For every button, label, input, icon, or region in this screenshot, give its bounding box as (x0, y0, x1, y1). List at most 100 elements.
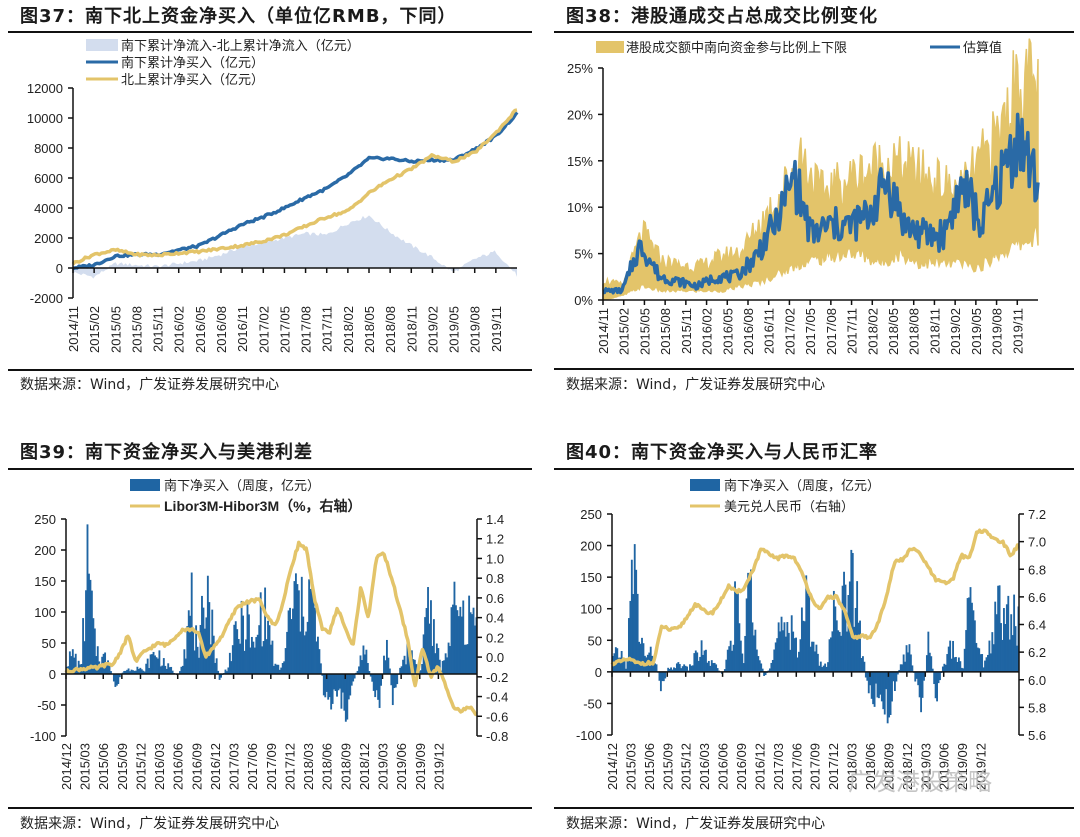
bar (699, 656, 702, 672)
legend-label: 港股成交额中南向资金参与比例上下限 (626, 40, 847, 56)
bar (249, 647, 252, 674)
bar (923, 671, 925, 681)
y-tick-label: -50 (37, 698, 56, 713)
bar (893, 671, 896, 692)
y2-tick-label: 7.2 (1028, 507, 1046, 522)
y-tick-label: 150 (580, 570, 602, 585)
bar (259, 592, 262, 674)
x-tick-label: 2019/12 (431, 743, 446, 790)
bar (802, 620, 805, 672)
x-tick-label: 2018/11 (404, 306, 419, 352)
x-tick-label: 2016/08 (741, 308, 756, 355)
source-divider (8, 807, 532, 809)
bar (471, 614, 473, 674)
legend-label: Libor3M-Hibor3M（%，右轴） (164, 498, 362, 514)
x-tick-label: 2016/02 (700, 308, 715, 355)
bar (761, 668, 764, 672)
bar (1013, 594, 1016, 672)
y2-tick-label: 0.4 (486, 611, 504, 626)
bar (408, 656, 410, 674)
bar (157, 658, 159, 674)
y-tick-label: 200 (34, 543, 56, 558)
bar (863, 661, 866, 672)
bar (864, 671, 867, 678)
bar (878, 671, 880, 699)
bar (873, 671, 876, 707)
bar (950, 658, 953, 672)
legend-label: 南下累计净买入（亿元） (121, 55, 264, 71)
y2-tick-label: 1.0 (486, 551, 504, 566)
bar (925, 655, 928, 672)
bar (99, 665, 102, 674)
y-tick-label: 10% (567, 200, 593, 215)
bar (136, 666, 139, 674)
bar (774, 642, 777, 672)
figure-37-panel: 图37：南下北上资金净买入（单位亿RMB，下同） -2000 0 2000 4000 6… (0, 0, 540, 400)
bar (463, 644, 466, 674)
x-tick-label: 2015/12 (679, 743, 694, 790)
bar (380, 674, 382, 686)
x-tick-label: 2016/06 (716, 743, 731, 790)
bar (677, 662, 680, 672)
bar (431, 645, 434, 674)
bar (684, 665, 687, 672)
bar (151, 654, 154, 674)
bar (742, 663, 745, 672)
bar (937, 671, 940, 684)
x-tick-label: 2016/12 (208, 743, 223, 790)
x-tick-label: 2018/02 (865, 308, 880, 355)
bar (264, 587, 267, 674)
bar (405, 664, 407, 674)
bar (992, 644, 995, 672)
bar (899, 664, 902, 672)
bar (705, 649, 707, 672)
bar (821, 667, 824, 672)
bar (143, 671, 146, 674)
y-tick-label: 0 (595, 665, 602, 680)
bar (755, 649, 758, 672)
bar (805, 575, 808, 672)
bar (723, 669, 726, 672)
figure-40-chart: -100 -50 0 50 100 150 200 250 5.6 5.8 6.0 6.2 6.4 6.6… (576, 478, 1046, 790)
bar (642, 643, 645, 672)
bar (96, 646, 99, 674)
bar (811, 641, 813, 672)
x-tick-label: 2017/02 (256, 306, 271, 353)
y-tick-label: 0% (574, 293, 593, 308)
legend-swatch-band (596, 41, 624, 53)
bar (870, 671, 873, 699)
bar (707, 660, 710, 672)
bar (318, 649, 321, 674)
bar (250, 636, 253, 674)
bar (747, 572, 750, 672)
bar (697, 660, 700, 672)
bar (638, 641, 641, 672)
bar (217, 670, 220, 674)
x-tick-label: 2017/09 (808, 743, 823, 790)
y-tick-label: 25% (567, 61, 593, 76)
bar (1003, 608, 1005, 672)
bar (635, 569, 638, 672)
y2-tick-label: 6.6 (1028, 590, 1046, 605)
x-tick-label: 2016/09 (734, 743, 749, 790)
bar (115, 674, 118, 686)
bar (943, 663, 946, 672)
bar (336, 674, 338, 697)
bar (281, 662, 284, 674)
x-tick-label: 2018/08 (907, 308, 922, 355)
legend-label: 北上累计净买入（亿元） (121, 73, 264, 88)
x-tick-label: 2016/08 (214, 306, 229, 353)
bar (984, 660, 986, 672)
bar (220, 674, 222, 678)
bar (939, 671, 941, 681)
bar (732, 644, 735, 672)
bar (662, 671, 665, 682)
bar (319, 663, 322, 674)
bar (179, 671, 181, 674)
bar (670, 667, 672, 672)
bar (321, 674, 324, 676)
bar (963, 648, 966, 672)
bar (782, 630, 784, 672)
bar (460, 616, 463, 674)
bar (253, 647, 256, 674)
